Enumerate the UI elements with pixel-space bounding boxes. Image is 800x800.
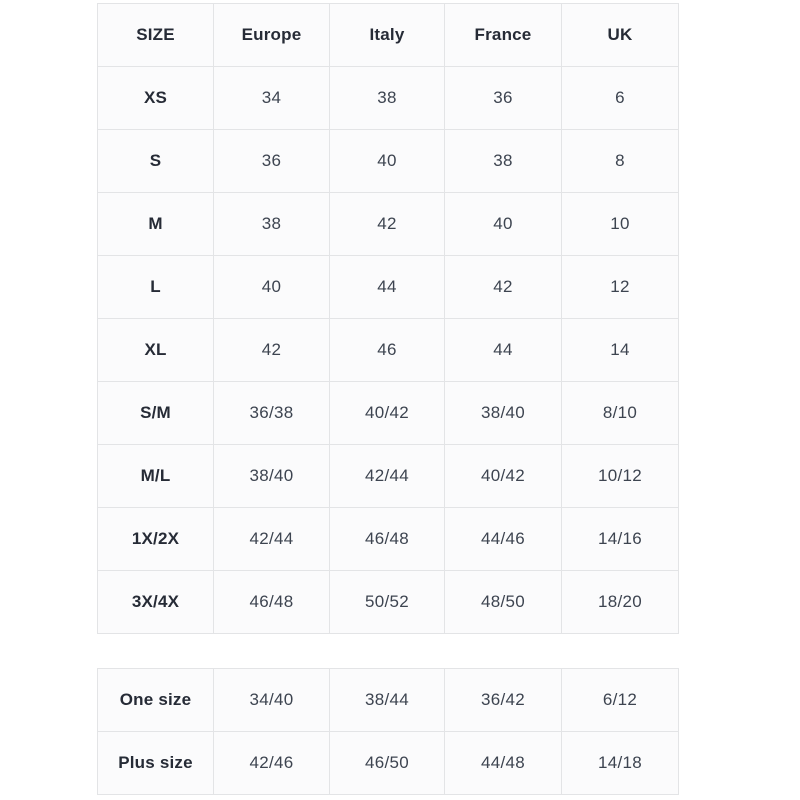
cell-italy: 46/48: [329, 507, 445, 571]
table-row: Plus size 42/46 46/50 44/48 14/18: [97, 731, 679, 795]
standard-size-table: SIZE Europe Italy France UK XS 34 38 36 …: [97, 3, 679, 634]
table-row: XL 42 46 44 14: [97, 318, 679, 382]
table-row: XS 34 38 36 6: [97, 66, 679, 130]
table-row: One size 34/40 38/44 36/42 6/12: [97, 668, 679, 732]
cell-uk: 6/12: [561, 668, 679, 732]
cell-size: Plus size: [97, 731, 214, 795]
table-header: SIZE Europe Italy France UK: [97, 3, 679, 67]
header-row: SIZE Europe Italy France UK: [97, 3, 679, 67]
table-row: 1X/2X 42/44 46/48 44/46 14/16: [97, 507, 679, 571]
cell-uk: 14: [561, 318, 679, 382]
cell-europe: 42/46: [213, 731, 330, 795]
cell-size: 3X/4X: [97, 570, 214, 634]
cell-uk: 18/20: [561, 570, 679, 634]
table-body: One size 34/40 38/44 36/42 6/12 Plus siz…: [97, 668, 679, 795]
cell-italy: 40/42: [329, 381, 445, 445]
cell-size: XS: [97, 66, 214, 130]
table-row: S/M 36/38 40/42 38/40 8/10: [97, 381, 679, 445]
cell-france: 38: [444, 129, 562, 193]
cell-france: 48/50: [444, 570, 562, 634]
cell-size: M/L: [97, 444, 214, 508]
cell-italy: 50/52: [329, 570, 445, 634]
cell-uk: 8/10: [561, 381, 679, 445]
cell-france: 44/48: [444, 731, 562, 795]
table-row: 3X/4X 46/48 50/52 48/50 18/20: [97, 570, 679, 634]
cell-italy: 42: [329, 192, 445, 256]
cell-uk: 6: [561, 66, 679, 130]
table-row: L 40 44 42 12: [97, 255, 679, 319]
cell-europe: 46/48: [213, 570, 330, 634]
cell-size: XL: [97, 318, 214, 382]
column-header-italy: Italy: [329, 3, 445, 67]
cell-europe: 42: [213, 318, 330, 382]
cell-france: 42: [444, 255, 562, 319]
cell-europe: 42/44: [213, 507, 330, 571]
one-size-plus-size-table: One size 34/40 38/44 36/42 6/12 Plus siz…: [97, 668, 679, 795]
cell-europe: 36/38: [213, 381, 330, 445]
cell-europe: 34: [213, 66, 330, 130]
column-header-size: SIZE: [97, 3, 214, 67]
cell-size: M: [97, 192, 214, 256]
column-header-europe: Europe: [213, 3, 330, 67]
one-size-plus-size-table-wrapper: One size 34/40 38/44 36/42 6/12 Plus siz…: [97, 668, 679, 795]
table-row: M/L 38/40 42/44 40/42 10/12: [97, 444, 679, 508]
cell-europe: 38: [213, 192, 330, 256]
cell-france: 40: [444, 192, 562, 256]
table-row: S 36 40 38 8: [97, 129, 679, 193]
cell-france: 44/46: [444, 507, 562, 571]
cell-italy: 46: [329, 318, 445, 382]
cell-uk: 10: [561, 192, 679, 256]
cell-italy: 38/44: [329, 668, 445, 732]
cell-europe: 40: [213, 255, 330, 319]
cell-uk: 14/16: [561, 507, 679, 571]
cell-size: S: [97, 129, 214, 193]
column-header-france: France: [444, 3, 562, 67]
cell-uk: 10/12: [561, 444, 679, 508]
cell-size: One size: [97, 668, 214, 732]
column-header-uk: UK: [561, 3, 679, 67]
table-body: XS 34 38 36 6 S 36 40 38 8 M 38 42: [97, 66, 679, 634]
table-row: M 38 42 40 10: [97, 192, 679, 256]
standard-size-table-wrapper: SIZE Europe Italy France UK XS 34 38 36 …: [97, 3, 679, 634]
cell-size: L: [97, 255, 214, 319]
cell-italy: 40: [329, 129, 445, 193]
cell-size: S/M: [97, 381, 214, 445]
cell-italy: 46/50: [329, 731, 445, 795]
cell-size: 1X/2X: [97, 507, 214, 571]
cell-italy: 44: [329, 255, 445, 319]
cell-france: 38/40: [444, 381, 562, 445]
cell-europe: 36: [213, 129, 330, 193]
cell-france: 36: [444, 66, 562, 130]
cell-europe: 38/40: [213, 444, 330, 508]
cell-italy: 38: [329, 66, 445, 130]
cell-uk: 14/18: [561, 731, 679, 795]
cell-italy: 42/44: [329, 444, 445, 508]
cell-uk: 8: [561, 129, 679, 193]
cell-france: 40/42: [444, 444, 562, 508]
cell-europe: 34/40: [213, 668, 330, 732]
cell-france: 44: [444, 318, 562, 382]
cell-uk: 12: [561, 255, 679, 319]
cell-france: 36/42: [444, 668, 562, 732]
